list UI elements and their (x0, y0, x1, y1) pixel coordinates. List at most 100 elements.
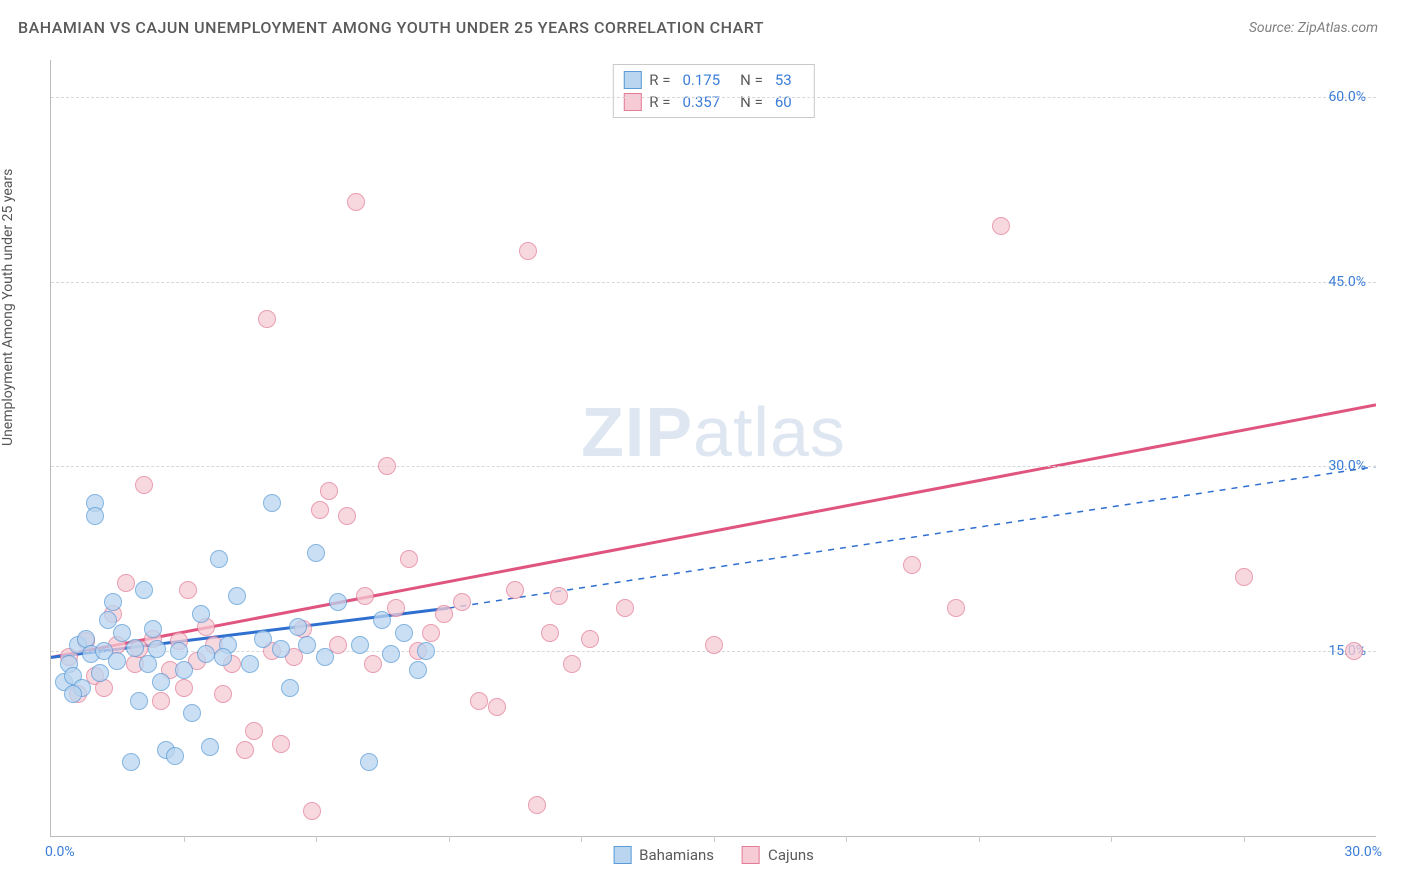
scatter-point-a (382, 645, 400, 663)
scatter-point-b (356, 587, 374, 605)
scatter-point-a (91, 664, 109, 682)
scatter-point-a (126, 639, 144, 657)
legend-item-b: Cajuns (742, 846, 814, 864)
scatter-point-a (241, 655, 259, 673)
scatter-point-b (1345, 642, 1363, 660)
scatter-point-b (117, 574, 135, 592)
y-tick-label: 45.0% (1328, 274, 1366, 290)
scatter-point-b (152, 692, 170, 710)
scatter-point-b (179, 581, 197, 599)
chart-title: BAHAMIAN VS CAJUN UNEMPLOYMENT AMONG YOU… (18, 18, 764, 37)
scatter-point-b (992, 217, 1010, 235)
scatter-point-b (135, 476, 153, 494)
stats-row-b: R = 0.357 N = 60 (623, 91, 803, 113)
gridline-h (51, 282, 1376, 283)
scatter-point-a (197, 645, 215, 663)
scatter-point-a (166, 747, 184, 765)
scatter-point-a (108, 652, 126, 670)
scatter-point-b (616, 599, 634, 617)
scatter-point-a (148, 640, 166, 658)
scatter-point-b (563, 655, 581, 673)
scatter-point-b (581, 630, 599, 648)
scatter-point-a (329, 593, 347, 611)
scatter-point-b (303, 802, 321, 820)
scatter-point-a (192, 605, 210, 623)
r-value-a: 0.175 (682, 71, 720, 89)
scatter-point-b (311, 501, 329, 519)
n-value-a: 53 (775, 71, 792, 89)
scatter-point-b (214, 685, 232, 703)
y-tick-label: 60.0% (1328, 89, 1366, 105)
scatter-point-a (183, 704, 201, 722)
x-tick-mark (979, 836, 980, 842)
swatch-series-a (613, 846, 631, 864)
scatter-point-b (347, 193, 365, 211)
x-tick-mark (581, 836, 582, 842)
scatter-point-b (320, 482, 338, 500)
r-value-b: 0.357 (682, 93, 720, 111)
gridline-h (51, 466, 1376, 467)
scatter-point-a (360, 753, 378, 771)
x-axis-max: 30.0% (1344, 844, 1382, 860)
scatter-point-a (289, 618, 307, 636)
scatter-point-a (170, 642, 188, 660)
scatter-point-a (86, 507, 104, 525)
source-attribution: Source: ZipAtlas.com (1249, 20, 1378, 36)
watermark: ZIPatlas (581, 392, 846, 472)
scatter-point-b (338, 507, 356, 525)
scatter-point-a (144, 620, 162, 638)
scatter-point-a (254, 630, 272, 648)
scatter-point-a (64, 685, 82, 703)
swatch-series-b (623, 93, 641, 111)
scatter-point-b (435, 605, 453, 623)
x-tick-mark (714, 836, 715, 842)
x-tick-mark (1244, 836, 1245, 842)
scatter-point-a (135, 581, 153, 599)
scatter-point-a (175, 661, 193, 679)
stats-row-a: R = 0.175 N = 53 (623, 69, 803, 91)
legend-label-a: Bahamians (639, 846, 714, 864)
series-legend: Bahamians Cajuns (613, 846, 814, 864)
scatter-point-b (400, 550, 418, 568)
scatter-point-a (210, 550, 228, 568)
regression-lines (51, 60, 1376, 836)
scatter-point-a (104, 593, 122, 611)
y-axis-label: Unemployment Among Youth under 25 years (0, 169, 16, 446)
scatter-point-b (947, 599, 965, 617)
scatter-point-b (378, 457, 396, 475)
scatter-point-a (122, 753, 140, 771)
scatter-point-b (1235, 568, 1253, 586)
scatter-point-a (228, 587, 246, 605)
scatter-point-b (272, 735, 290, 753)
scatter-point-a (409, 661, 427, 679)
scatter-point-b (258, 310, 276, 328)
x-tick-mark (316, 836, 317, 842)
scatter-point-b (506, 581, 524, 599)
scatter-point-b (236, 741, 254, 759)
scatter-point-b (528, 796, 546, 814)
legend-label-b: Cajuns (768, 846, 814, 864)
scatter-point-b (488, 698, 506, 716)
scatter-point-b (470, 692, 488, 710)
scatter-point-b (705, 636, 723, 654)
scatter-point-a (373, 611, 391, 629)
scatter-point-a (307, 544, 325, 562)
scatter-point-a (130, 692, 148, 710)
scatter-point-b (245, 722, 263, 740)
n-value-b: 60 (775, 93, 792, 111)
x-tick-mark (449, 836, 450, 842)
scatter-point-b (550, 587, 568, 605)
scatter-point-b (175, 679, 193, 697)
scatter-point-a (395, 624, 413, 642)
scatter-point-b (422, 624, 440, 642)
gridline-h (51, 97, 1376, 98)
scatter-point-a (351, 636, 369, 654)
swatch-series-b (742, 846, 760, 864)
x-tick-mark (184, 836, 185, 842)
swatch-series-a (623, 71, 641, 89)
scatter-point-a (417, 642, 435, 660)
scatter-chart: ZIPatlas R = 0.175 N = 53 R = 0.357 N = … (50, 60, 1376, 837)
scatter-point-a (263, 494, 281, 512)
y-tick-label: 30.0% (1328, 458, 1366, 474)
scatter-point-b (364, 655, 382, 673)
